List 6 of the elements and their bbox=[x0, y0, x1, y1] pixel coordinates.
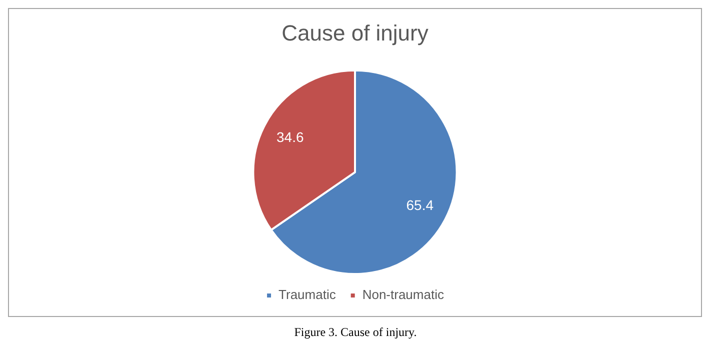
data-label: 65.4 bbox=[406, 197, 434, 214]
legend-label: Non-traumatic bbox=[362, 287, 444, 302]
legend-label: Traumatic bbox=[278, 287, 336, 302]
data-label: 34.6 bbox=[276, 128, 304, 145]
caption: Figure 3. Cause of injury. bbox=[293, 325, 418, 340]
chart-title: Cause of injury bbox=[282, 20, 428, 46]
